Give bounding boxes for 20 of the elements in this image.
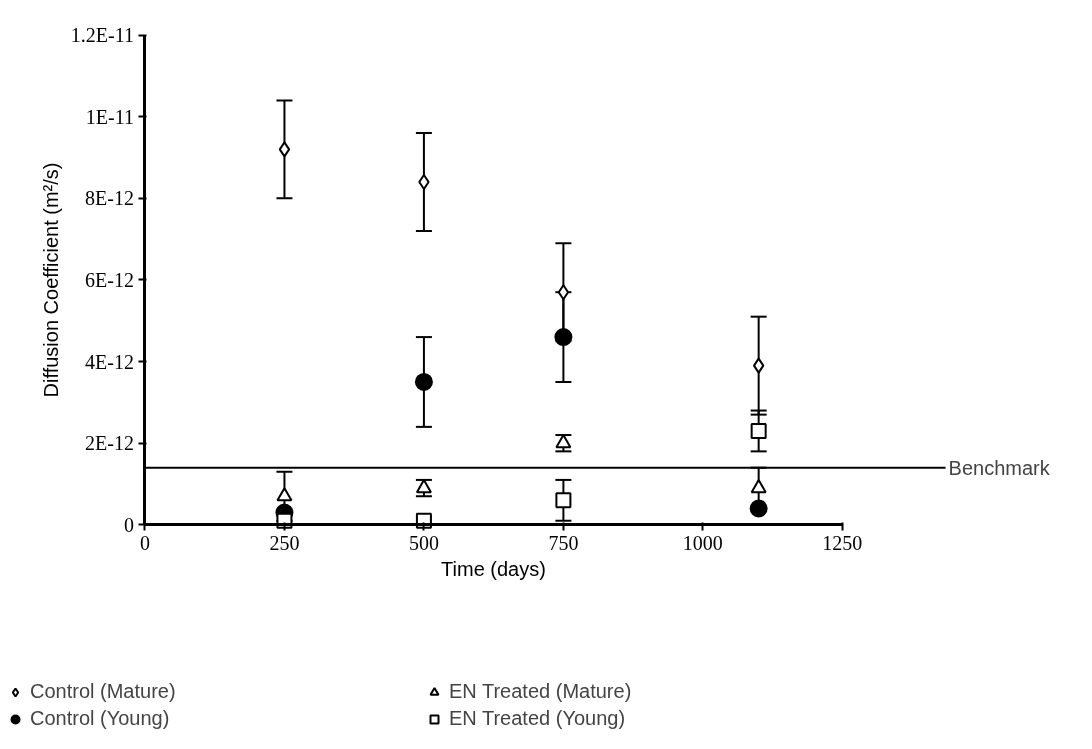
x-tick-label: 1250 — [822, 531, 863, 554]
ref-line-label: Benchmark — [948, 456, 1051, 479]
x-tick-label: 0 — [139, 531, 150, 554]
y-tick-label: 1E-11 — [85, 105, 134, 128]
x-tick-label: 500 — [408, 531, 439, 554]
y-tick-label: 0 — [123, 513, 134, 536]
legend-label: Control (Mature) — [30, 680, 177, 703]
x-tick-label: 750 — [548, 531, 579, 554]
legend-label: Control (Young) — [30, 707, 171, 730]
y-tick-label: 8E-12 — [85, 187, 134, 210]
y-tick-label: 1.2E-11 — [70, 24, 134, 47]
y-tick-label: 2E-12 — [85, 432, 134, 455]
legend-label: EN Treated (Young) — [449, 707, 627, 730]
x-tick-label: 250 — [269, 531, 300, 554]
y-axis-title: Diffusion Coefficient (m²/s) — [40, 162, 63, 398]
y-tick-label: 4E-12 — [85, 350, 134, 373]
x-axis-title: Time (days) — [441, 557, 546, 580]
x-tick-label: 1000 — [682, 531, 723, 554]
y-tick-label: 6E-12 — [85, 268, 134, 291]
legend-label: EN Treated (Mature) — [449, 680, 633, 703]
